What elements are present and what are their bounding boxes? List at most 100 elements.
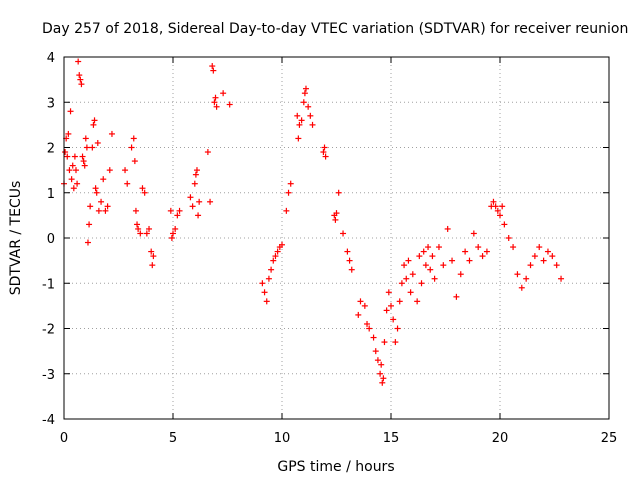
data-point [332,216,339,223]
data-point [357,298,364,305]
data-point [540,257,547,264]
data-point [348,266,355,273]
data-point [148,248,155,255]
y-tick-label: -4 [42,413,55,428]
data-point [172,225,179,232]
data-point [388,302,394,309]
data-points [61,58,565,386]
data-point [344,248,351,255]
data-point [94,139,101,146]
y-tick-label: 3 [47,96,55,111]
data-point [77,76,84,83]
data-point [62,149,69,156]
data-point [265,275,272,282]
data-point [490,198,497,205]
data-point [191,180,198,187]
data-point [333,210,340,217]
data-point [213,103,220,110]
data-point [390,316,397,323]
data-point [499,203,506,210]
data-point [558,275,565,282]
data-point [270,257,277,264]
y-tick-label: 4 [47,51,55,66]
data-point [309,121,316,128]
data-point [510,244,517,251]
data-point [298,117,305,124]
data-point [361,302,368,309]
data-point [84,239,91,246]
data-point [403,275,410,282]
data-point [146,225,153,232]
data-point [268,266,275,273]
y-tick-label: 2 [47,142,55,157]
data-point [396,298,403,305]
data-point [71,153,78,160]
data-point [366,325,373,332]
data-point [414,298,421,305]
data-point [322,153,329,160]
data-point [79,153,86,160]
data-point [505,235,512,241]
data-point [301,90,308,97]
grid-lines [64,57,609,419]
data-point [131,158,138,165]
data-point [427,266,434,273]
data-point [501,221,508,228]
data-point [272,253,279,260]
data-point [449,257,456,264]
data-point [66,167,73,174]
y-tick-label: -3 [42,368,55,383]
data-point [418,280,425,287]
data-point [81,162,88,169]
data-point [210,67,217,74]
data-point [527,262,534,269]
x-axis-label: GPS time / hours [277,459,394,475]
data-point [479,253,486,260]
data-point [340,230,347,237]
data-point [283,207,290,214]
data-point [379,379,386,386]
data-point [93,189,100,196]
data-point [370,334,377,341]
data-point [380,375,387,382]
data-point [335,189,342,196]
chart-title: Day 257 of 2018, Sidereal Day-to-day VTE… [42,21,628,37]
data-point [82,135,89,142]
data-point [86,221,93,228]
data-point [385,289,392,296]
data-point [167,207,174,214]
data-point [435,244,442,251]
data-point [378,361,385,368]
data-point [420,248,427,255]
data-point [75,58,82,65]
x-tick-label: 10 [274,431,291,446]
data-point [531,253,538,260]
data-point [409,271,416,278]
data-point [189,203,196,210]
data-point [83,144,90,151]
data-point [470,230,477,237]
data-point [279,241,285,248]
data-point [261,289,268,296]
data-point [429,253,436,260]
data-point [296,121,303,128]
data-point [211,99,218,106]
data-point [204,149,211,156]
data-point [168,235,175,241]
data-point [405,257,412,264]
y-tick-label: 0 [47,232,55,247]
data-point [80,158,87,165]
data-point [102,207,109,214]
data-point [170,230,176,237]
data-point [106,167,113,174]
data-point [287,180,294,187]
data-point [518,284,525,291]
data-point [321,144,328,151]
data-point [401,262,408,269]
data-point [444,225,451,232]
data-point [174,212,181,219]
data-point [135,225,142,232]
data-point [497,212,503,219]
data-point [440,262,447,269]
data-point [195,212,202,219]
